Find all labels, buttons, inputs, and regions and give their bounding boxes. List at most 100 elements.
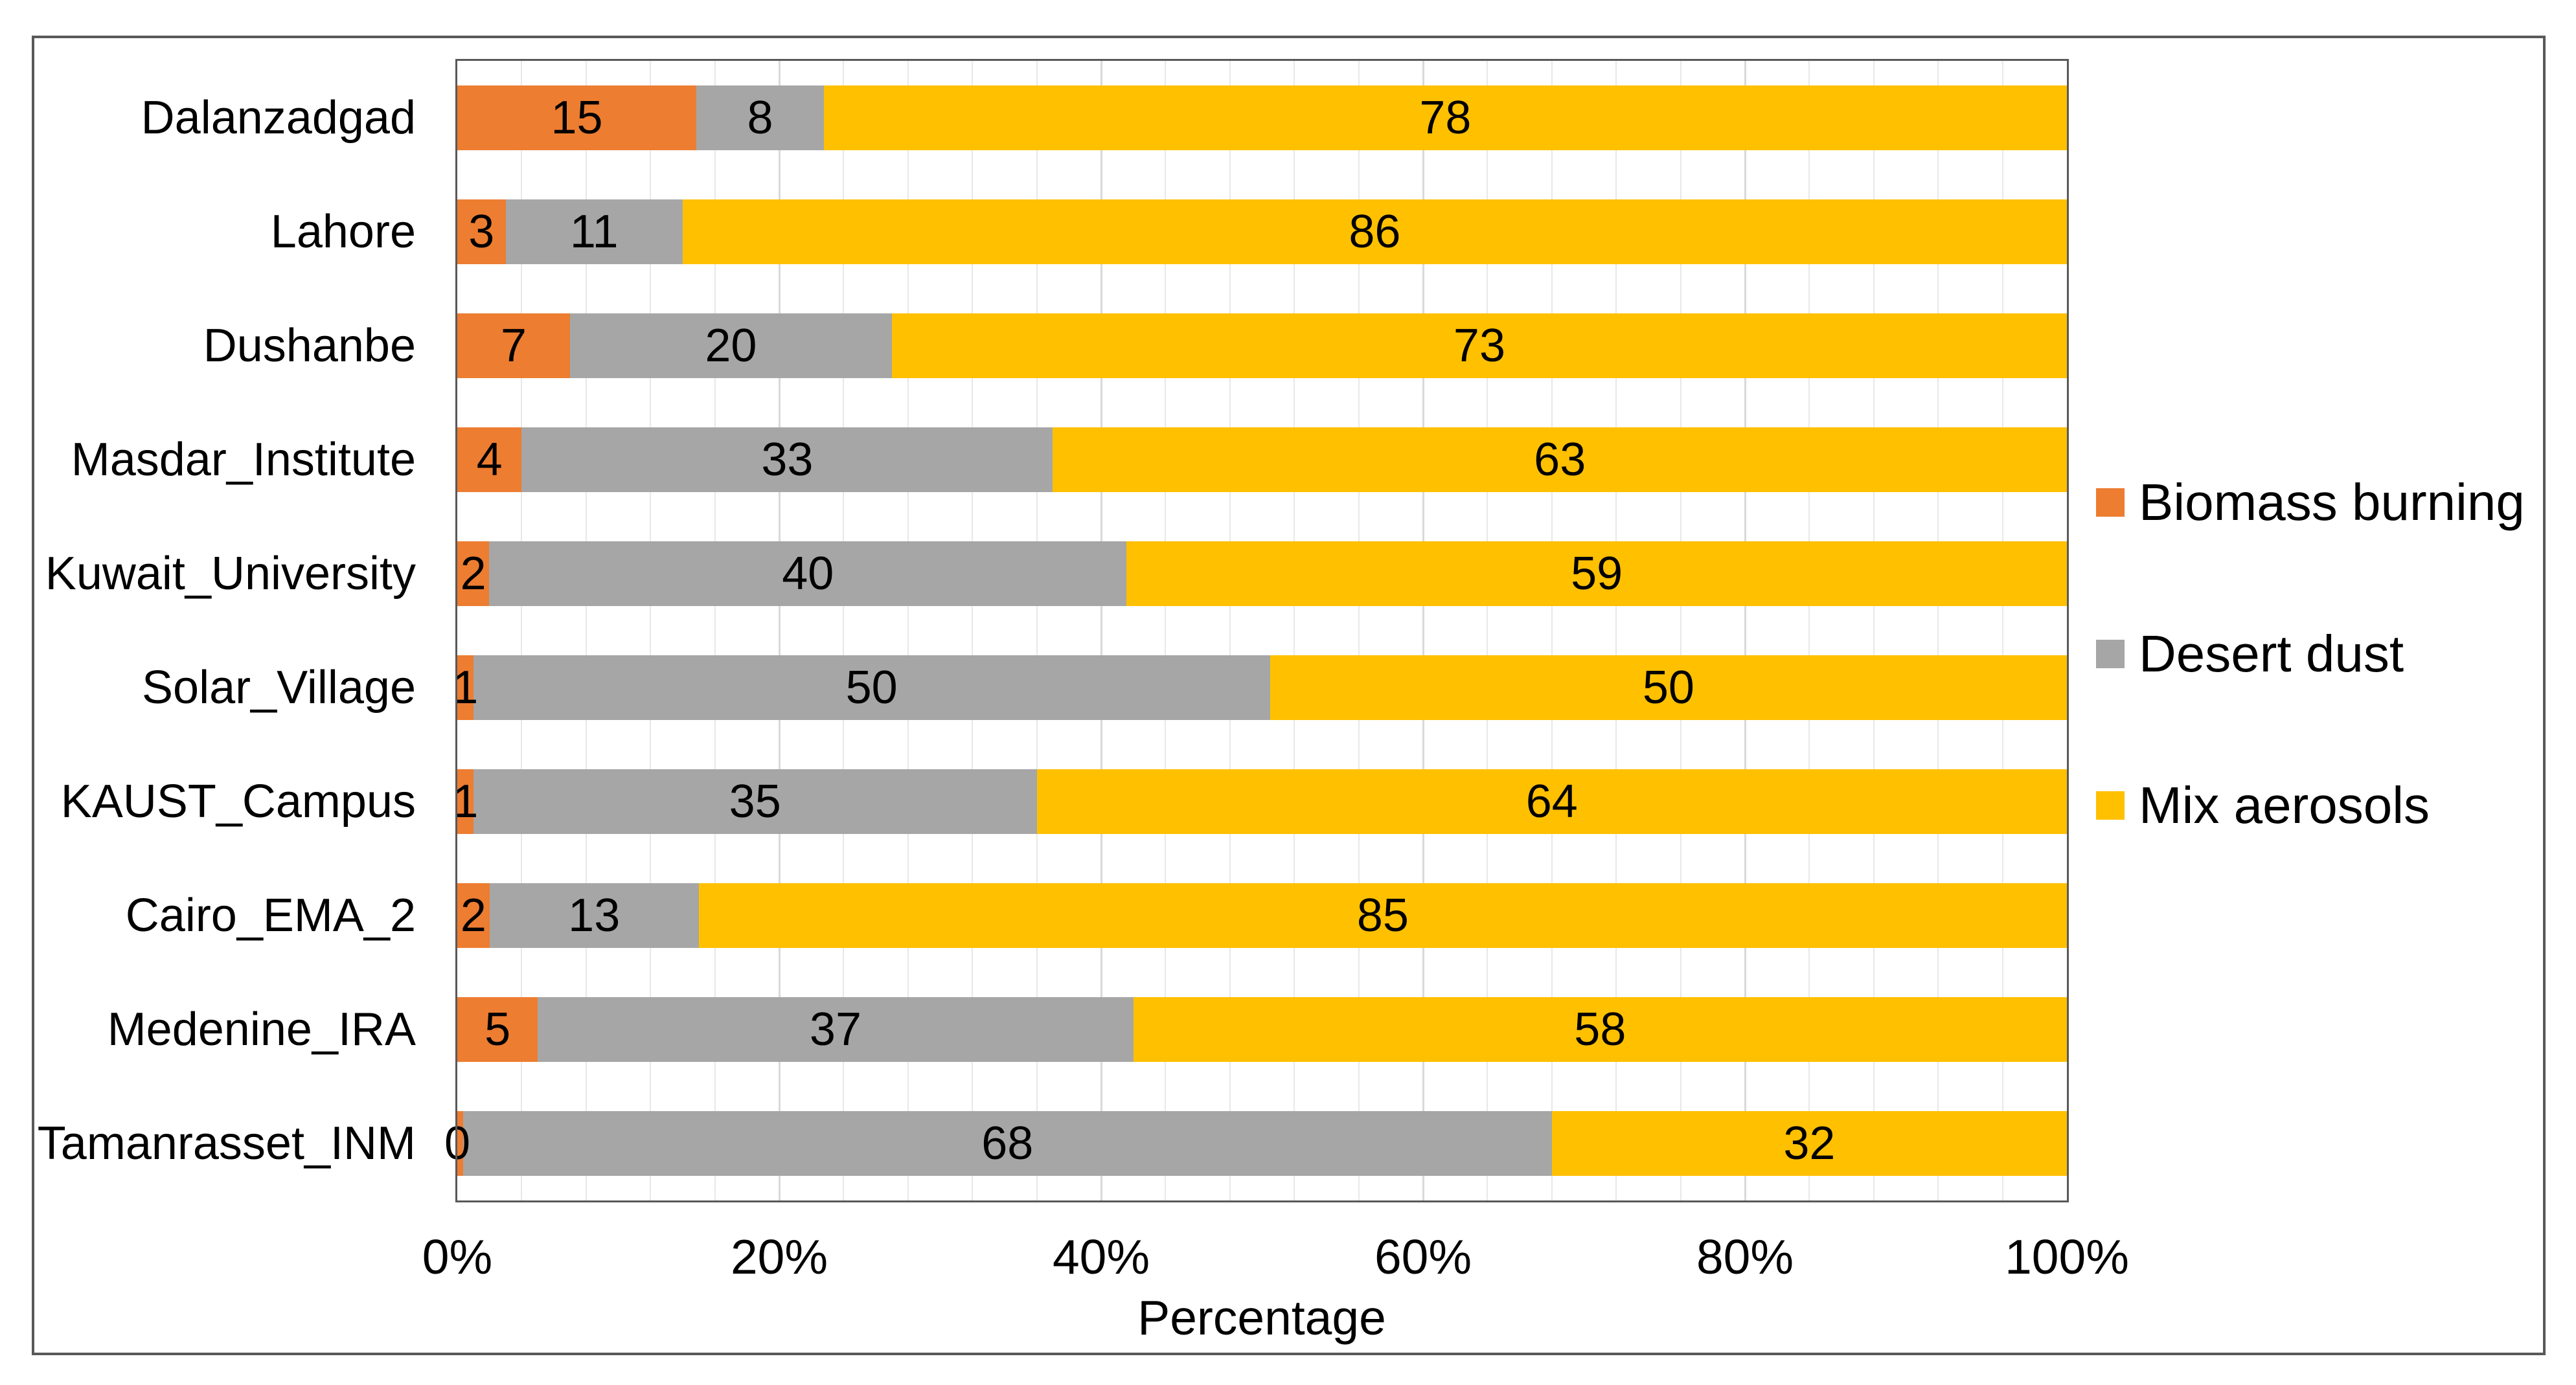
data-label: 85 [1356,890,1409,941]
x-tick-label: 20% [730,1230,828,1284]
bar-row: 3 11 86 [457,199,2067,264]
bar-segment-desert-dust [696,85,824,150]
data-label: 0 [444,1118,471,1169]
category-label-kaust_campus: KAUST_Campus [60,776,416,828]
minor-gridline [1294,61,1295,1200]
bar-segment-desert-dust [489,541,1127,606]
minor-gridline [1358,61,1360,1200]
legend-item-mix-aerosols: Mix aerosols [2096,780,2430,831]
bar-row: 15 8 78 [457,85,2067,150]
major-gridline [1100,61,1102,1200]
legend-label: Biomass burning [2139,473,2525,531]
bar-segment-mix-aerosols [1126,541,2067,606]
bar-segment-desert-dust [538,997,1134,1062]
minor-gridline [1551,61,1553,1200]
bar-segment-biomass-burning [457,313,570,378]
bar-segment-mix-aerosols [1133,997,2067,1062]
data-label: 73 [1453,320,1506,372]
data-label: 1 [452,776,479,828]
minor-gridline [1229,61,1231,1200]
data-label: 50 [1642,662,1694,714]
category-label-kuwait_university: Kuwait_University [45,548,416,600]
minor-gridline [1808,61,1810,1200]
legend-item-desert-dust: Desert dust [2096,628,2404,680]
legend-label: Desert dust [2139,625,2404,682]
data-label: 37 [809,1004,862,1055]
data-label: 13 [568,890,621,941]
bar-segment-desert-dust [489,883,699,948]
bar-segment-biomass-burning [457,997,538,1062]
minor-gridline [1165,61,1167,1200]
bar-segment-mix-aerosols [1270,655,2067,720]
bar-segment-desert-dust [462,1111,1552,1176]
bar-segment-biomass-burning [457,769,473,834]
plot-area: 15 8 78 3 11 86 7 20 73 4 33 63 2 40 59 1 50 50 1 35 64 2 13 85… [444,61,2067,1200]
x-tick-label: 60% [1374,1230,1472,1284]
bar-segment-biomass-burning [457,85,697,150]
minor-gridline [843,61,845,1200]
data-label: 2 [460,890,486,941]
minor-gridline [585,61,587,1200]
data-label: 15 [551,92,603,144]
bar-segment-biomass-burning [457,199,506,264]
bar-segment-biomass-burning [457,1111,463,1176]
category-label-dalanzadgad: Dalanzadgad [141,92,416,144]
data-label: 20 [705,320,757,372]
legend-swatch-biomass-burning [2096,488,2125,517]
data-label: 1 [452,662,479,714]
bar-segment-desert-dust [569,313,892,378]
bar-segment-mix-aerosols [698,883,2067,948]
category-label-medenine_ira: Medenine_IRA [107,1004,416,1055]
bar-segment-biomass-burning [457,655,473,720]
x-tick-label: 0% [422,1230,493,1284]
bar-row: 2 40 59 [457,541,2067,606]
bar-row: 7 20 73 [457,313,2067,378]
category-label-tamanrasset_inm: Tamanrasset_INM [37,1118,416,1169]
bar-segment-mix-aerosols [1036,769,2067,834]
data-label: 63 [1534,434,1586,486]
bar-segment-desert-dust [473,769,1037,834]
minor-gridline [1937,61,1939,1200]
data-label: 32 [1783,1118,1836,1169]
bar-segment-biomass-burning [457,883,490,948]
bar-segment-desert-dust [473,655,1270,720]
category-label-solar_village: Solar_Village [142,662,416,714]
data-label: 64 [1525,776,1578,828]
data-label: 4 [476,434,503,486]
legend-swatch-desert-dust [2096,640,2125,668]
bar-segment-mix-aerosols [1053,427,2067,492]
data-label: 3 [468,206,495,258]
bar-segment-mix-aerosols [682,199,2067,264]
bar-row: 1 50 50 [452,655,2067,720]
data-label: 40 [782,548,834,600]
bar-row: 0 68 32 [444,1111,2067,1176]
bar-segment-mix-aerosols [823,85,2067,150]
bar-segment-mix-aerosols [1551,1111,2067,1176]
minor-gridline [1873,61,1875,1200]
minor-gridline [972,61,974,1200]
bar-row: 2 13 85 [457,883,2067,948]
x-tick-label: 80% [1696,1230,1794,1284]
bar-row: 1 35 64 [452,769,2067,834]
data-label: 5 [484,1004,511,1055]
bar-row: 5 37 58 [457,997,2067,1062]
category-label-lahore: Lahore [270,206,416,258]
legend-swatch-mix-aerosols [2096,791,2125,820]
bar-segment-desert-dust [505,199,683,264]
data-label: 35 [729,776,781,828]
minor-gridline [1487,61,1488,1200]
minor-gridline [714,61,716,1200]
x-tick-label: 40% [1052,1230,1150,1284]
minor-gridline [1680,61,1681,1200]
data-label: 7 [500,320,527,372]
x-tick-label: 100% [2005,1230,2129,1284]
data-label: 2 [460,548,486,600]
data-label: 78 [1419,92,1472,144]
bar-segment-biomass-burning [457,427,522,492]
category-label-dushanbe: Dushanbe [203,320,416,372]
data-label: 68 [981,1118,1034,1169]
data-label: 50 [845,662,898,714]
bar-segment-desert-dust [521,427,1053,492]
category-label-masdar_institute: Masdar_Institute [71,434,416,486]
